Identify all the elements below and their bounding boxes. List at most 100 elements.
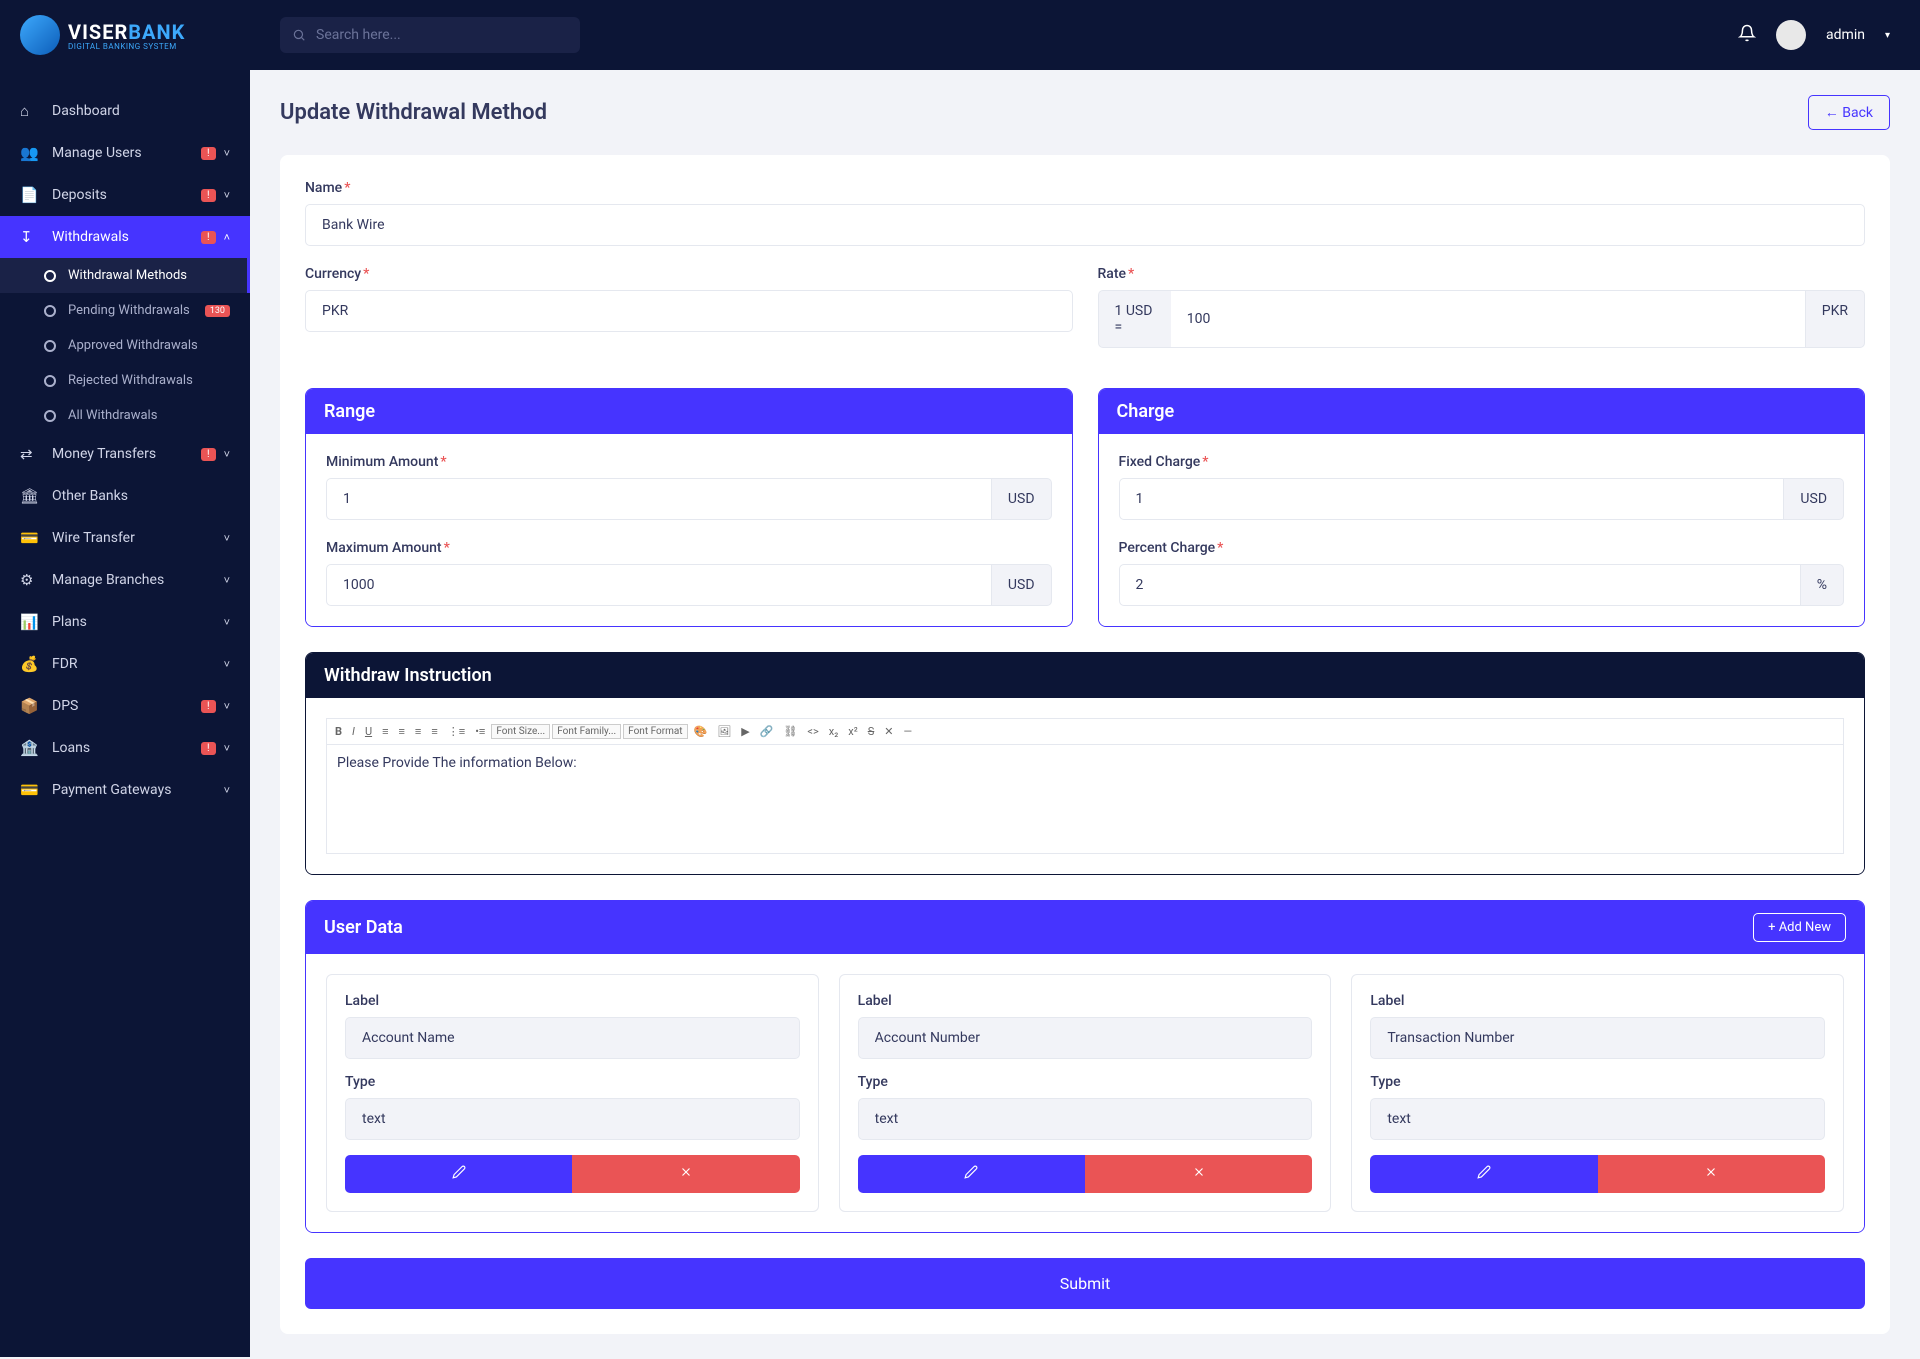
ud-type-label: Type: [858, 1074, 1313, 1090]
chevron-icon: ˅: [224, 700, 230, 713]
max-unit: USD: [992, 564, 1052, 606]
sub-icon[interactable]: x₂: [825, 723, 843, 740]
sidebar-item-payment-gateways[interactable]: 💳Payment Gateways˅: [0, 769, 250, 811]
logo-subtitle: DIGITAL BANKING SYSTEM: [68, 42, 185, 51]
nav-icon: 👥: [20, 144, 38, 162]
percent-unit: %: [1801, 564, 1844, 606]
font-family-select[interactable]: Font Family...: [552, 724, 621, 739]
image-icon[interactable]: 🖼: [713, 723, 735, 740]
sidebar-item-money-transfers[interactable]: ⇄Money Transfers!˅: [0, 433, 250, 475]
nav-label: Plans: [52, 614, 87, 630]
link-icon[interactable]: 🔗: [756, 723, 778, 740]
edit-button[interactable]: [345, 1155, 572, 1193]
min-input[interactable]: [326, 478, 992, 520]
ud-type-input: [345, 1098, 800, 1140]
rate-prefix: 1 USD =: [1098, 290, 1171, 348]
edit-button[interactable]: [858, 1155, 1085, 1193]
color-icon[interactable]: 🎨: [690, 723, 712, 740]
italic-icon[interactable]: I: [348, 723, 359, 740]
submit-button[interactable]: Submit: [305, 1258, 1865, 1309]
sidebar-item-manage-branches[interactable]: ⚙Manage Branches˅: [0, 559, 250, 601]
list-ul-icon[interactable]: •≡: [471, 723, 489, 740]
strike-icon[interactable]: S: [864, 723, 879, 740]
align-center-icon[interactable]: ≡: [395, 723, 409, 740]
search-wrapper: [280, 17, 580, 53]
nav-label: Other Banks: [52, 488, 128, 504]
fixed-unit: USD: [1784, 478, 1844, 520]
align-justify-icon[interactable]: ≡: [427, 723, 441, 740]
sidebar-item-dashboard[interactable]: ⌂Dashboard: [0, 90, 250, 132]
sidebar-sub-all-withdrawals[interactable]: All Withdrawals: [0, 398, 250, 433]
search-input[interactable]: [280, 17, 580, 53]
percent-input[interactable]: [1119, 564, 1801, 606]
instruction-panel: Withdraw Instruction B I U ≡ ≡ ≡ ≡ ⋮≡ •≡…: [305, 652, 1865, 875]
chevron-icon: ˅: [224, 784, 230, 797]
nav-badge: !: [201, 700, 216, 713]
instruction-title: Withdraw Instruction: [306, 653, 1864, 698]
sidebar-sub-rejected-withdrawals[interactable]: Rejected Withdrawals: [0, 363, 250, 398]
delete-button[interactable]: [1598, 1155, 1825, 1193]
sup-icon[interactable]: x²: [844, 723, 862, 740]
font-format-select[interactable]: Font Format: [623, 724, 687, 739]
nav-icon: ⇄: [20, 445, 38, 463]
sidebar-item-deposits[interactable]: 📄Deposits!˅: [0, 174, 250, 216]
sub-label: All Withdrawals: [68, 408, 157, 423]
logo[interactable]: VISERBANK DIGITAL BANKING SYSTEM: [0, 15, 250, 55]
bold-icon[interactable]: B: [331, 723, 346, 740]
userdata-title: User Data: [324, 917, 403, 938]
username[interactable]: admin: [1826, 27, 1865, 43]
userdata-card: LabelType: [326, 974, 819, 1212]
chevron-icon: ˅: [224, 616, 230, 629]
ud-label-input: [1370, 1017, 1825, 1059]
sidebar-sub-withdrawal-methods[interactable]: Withdrawal Methods: [0, 258, 250, 293]
sidebar-item-fdr[interactable]: 💰FDR˅: [0, 643, 250, 685]
name-label: Name*: [305, 180, 1865, 196]
delete-button[interactable]: [572, 1155, 799, 1193]
underline-icon[interactable]: U: [361, 723, 376, 740]
list-ol-icon[interactable]: ⋮≡: [444, 723, 469, 740]
add-new-button[interactable]: + Add New: [1753, 913, 1846, 942]
fixed-input[interactable]: [1119, 478, 1785, 520]
clear-icon[interactable]: ✕: [880, 723, 897, 740]
unlink-icon[interactable]: ⛓: [779, 723, 801, 740]
sidebar-item-dps[interactable]: 📦DPS!˅: [0, 685, 250, 727]
chevron-down-icon[interactable]: ▾: [1885, 30, 1890, 41]
range-title: Range: [306, 389, 1072, 434]
sidebar-sub-pending-withdrawals[interactable]: Pending Withdrawals130: [0, 293, 250, 328]
ring-icon: [44, 270, 56, 282]
nav-label: Payment Gateways: [52, 782, 171, 798]
hr-icon[interactable]: ―: [899, 723, 916, 740]
rate-input[interactable]: [1171, 290, 1806, 348]
ring-icon: [44, 410, 56, 422]
font-size-select[interactable]: Font Size...: [491, 724, 550, 739]
avatar[interactable]: [1776, 20, 1806, 50]
sidebar-item-loans[interactable]: 🏦Loans!˅: [0, 727, 250, 769]
sidebar-item-withdrawals[interactable]: ↧Withdrawals!˄: [0, 216, 250, 258]
nav-label: Withdrawals: [52, 229, 129, 245]
video-icon[interactable]: ▶: [737, 723, 753, 740]
editor-body[interactable]: Please Provide The information Below:: [326, 744, 1844, 854]
topbar: VISERBANK DIGITAL BANKING SYSTEM admin ▾: [0, 0, 1920, 70]
align-left-icon[interactable]: ≡: [378, 723, 392, 740]
name-input[interactable]: [305, 204, 1865, 246]
edit-button[interactable]: [1370, 1155, 1597, 1193]
sidebar-item-manage-users[interactable]: 👥Manage Users!˅: [0, 132, 250, 174]
sub-badge: 130: [205, 305, 230, 317]
code-icon[interactable]: <>: [803, 723, 822, 740]
bell-icon[interactable]: [1738, 24, 1756, 46]
sidebar-item-wire-transfer[interactable]: 💳Wire Transfer˅: [0, 517, 250, 559]
nav-icon: 📊: [20, 613, 38, 631]
sidebar-sub-approved-withdrawals[interactable]: Approved Withdrawals: [0, 328, 250, 363]
sidebar-item-other-banks[interactable]: 🏛Other Banks: [0, 475, 250, 517]
main-content: Update Withdrawal Method ← Back Name* Cu…: [250, 70, 1920, 1359]
sidebar-item-plans[interactable]: 📊 Plans ˅: [0, 601, 250, 643]
max-input[interactable]: [326, 564, 992, 606]
nav-label: FDR: [52, 656, 78, 672]
back-button[interactable]: ← Back: [1808, 95, 1890, 130]
ud-type-label: Type: [1370, 1074, 1825, 1090]
logo-icon: [20, 15, 60, 55]
chevron-icon: ˅: [224, 658, 230, 671]
delete-button[interactable]: [1085, 1155, 1312, 1193]
align-right-icon[interactable]: ≡: [411, 723, 425, 740]
currency-input[interactable]: [305, 290, 1073, 332]
